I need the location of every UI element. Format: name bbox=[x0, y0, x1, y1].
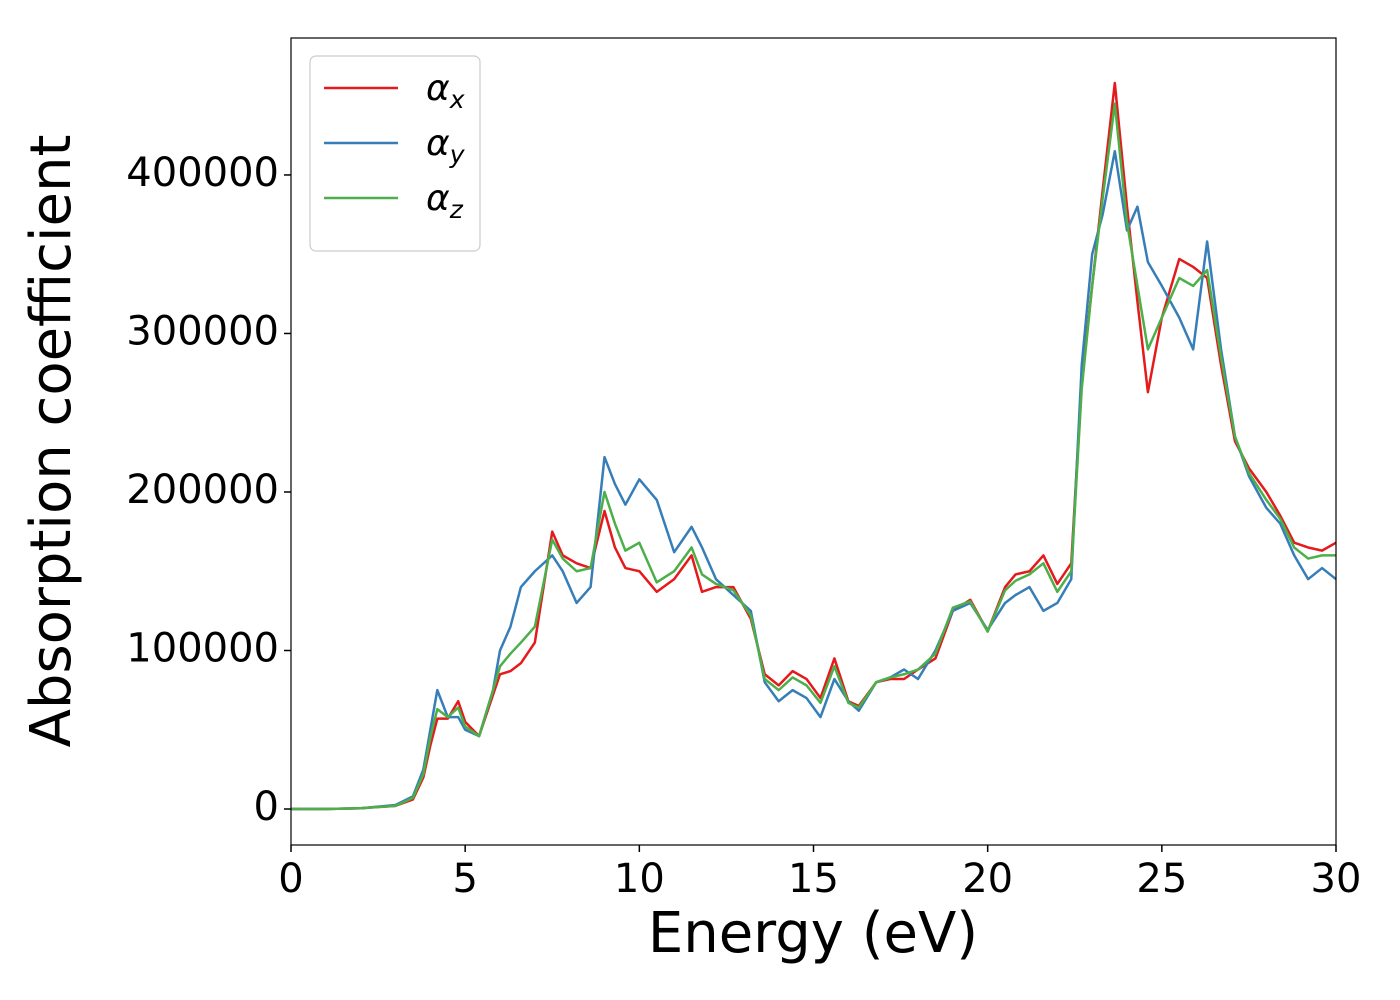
x-axis-label: Energy (eV) bbox=[648, 901, 978, 966]
y-tick-label: 400000 bbox=[126, 150, 279, 196]
line-series bbox=[291, 81, 1337, 811]
x-tick-label: 10 bbox=[614, 856, 665, 902]
x-tick-label: 5 bbox=[452, 856, 477, 902]
x-tick-label: 20 bbox=[962, 856, 1013, 902]
y-tick-label: 0 bbox=[254, 784, 279, 830]
legend-label: αx bbox=[426, 68, 465, 114]
x-tick-label: 15 bbox=[788, 856, 839, 902]
y-tick-label: 300000 bbox=[126, 308, 279, 354]
y-axis-label: Absorption coefficient bbox=[19, 135, 84, 748]
x-tick-label: 30 bbox=[1311, 856, 1362, 902]
y-tick-label: 200000 bbox=[126, 467, 279, 513]
plot-frame bbox=[290, 37, 1337, 846]
legend-label: αz bbox=[426, 178, 464, 224]
y-tick-label: 100000 bbox=[126, 626, 279, 672]
line-series bbox=[291, 102, 1336, 811]
x-tick-label: 0 bbox=[278, 856, 303, 902]
legend-label: αy bbox=[426, 123, 466, 169]
legend-box bbox=[309, 55, 481, 252]
x-tick-label: 25 bbox=[1136, 856, 1187, 902]
